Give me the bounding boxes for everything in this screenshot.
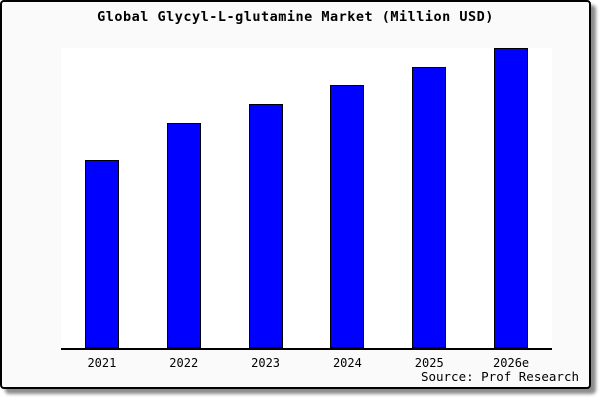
x-axis-labels: 2021 2022 2023 2024 2025 2026e [61,354,552,372]
chart-frame: Global Glycyl-L-glutamine Market (Millio… [0,0,591,389]
bar-2022 [167,123,201,348]
chart-title: Global Glycyl-L-glutamine Market (Millio… [97,9,494,25]
x-tick-label-2025: 2025 [414,356,444,370]
x-tick-label-2023: 2023 [251,356,281,370]
x-tick-label-2024: 2024 [332,356,362,370]
bar-2026e [494,48,528,348]
bar-2021 [85,160,119,348]
x-tick-label-2021: 2021 [87,356,117,370]
bar-2023 [249,104,283,348]
source-credit: Source: Prof Research [420,369,579,384]
x-tick-label-2022: 2022 [169,356,199,370]
bar-2025 [412,67,446,348]
bar-2024 [330,85,364,348]
plot-area [61,48,552,350]
x-tick-label-2026e: 2026e [493,356,530,370]
